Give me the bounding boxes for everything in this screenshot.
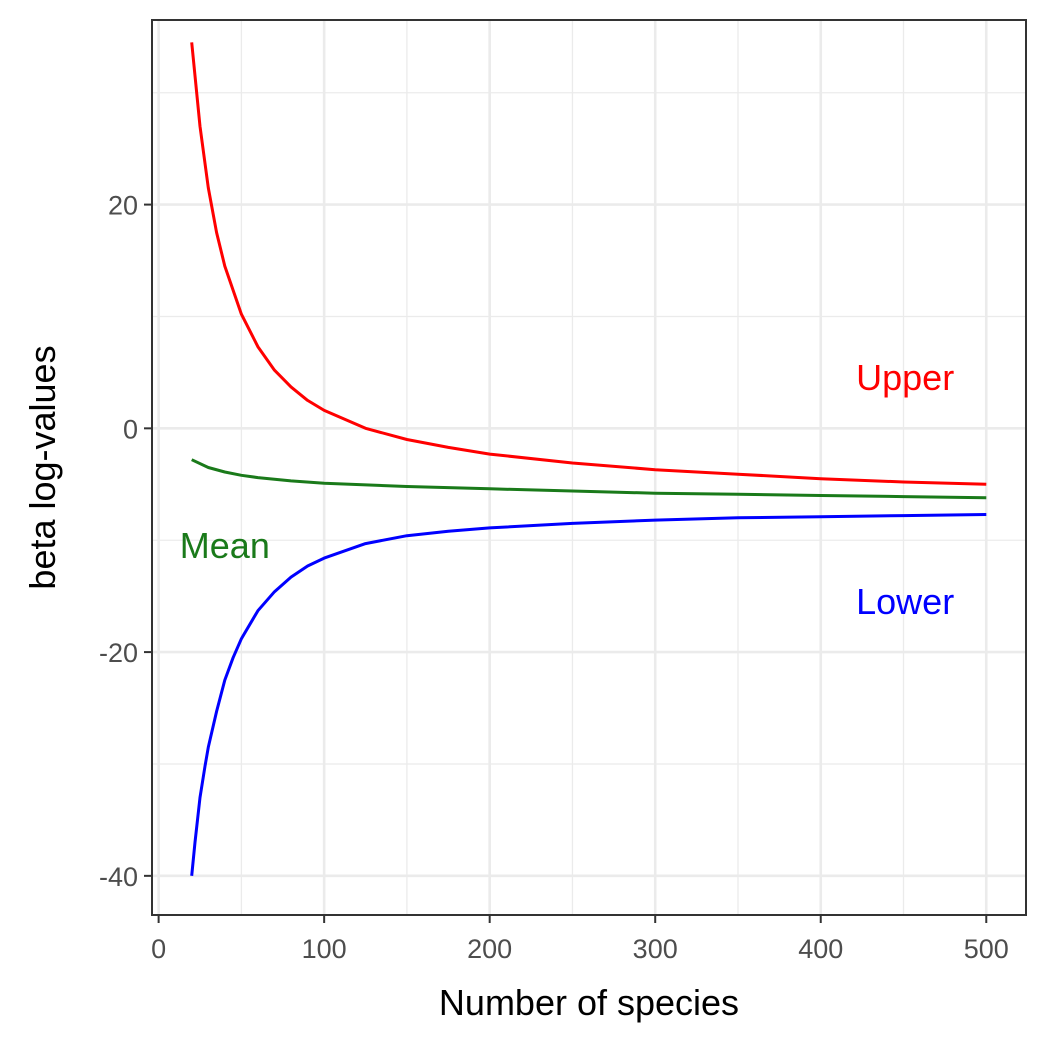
series-label-mean: Mean: [180, 525, 270, 566]
x-axis-title: Number of species: [439, 982, 739, 1023]
major-gridlines: [152, 20, 1026, 915]
series-line-mean: [191, 458, 987, 500]
x-tick-label: 400: [798, 934, 843, 964]
series-lines: [190, 42, 987, 876]
x-tick-label: 300: [633, 934, 678, 964]
minor-gridlines: [152, 20, 1026, 915]
y-tick-label: 0: [123, 414, 138, 444]
series-line-upper: [190, 42, 987, 486]
y-tick-label: -20: [99, 638, 138, 668]
x-tick-label: 100: [302, 934, 347, 964]
series-label-upper: Upper: [856, 357, 954, 398]
y-tick-label: -40: [99, 862, 138, 892]
x-tick-label: 500: [964, 934, 1009, 964]
y-axis-title: beta log-values: [22, 345, 63, 589]
series-label-lower: Lower: [856, 581, 954, 622]
panel-border: [151, 19, 1027, 916]
x-tick-label: 0: [151, 934, 166, 964]
series-line-lower: [190, 513, 987, 876]
y-tick-label: 20: [108, 191, 138, 221]
axis-ticks: 0 100 200 300 400 500 -40 -20 0 20: [99, 191, 1009, 964]
x-tick-label: 200: [467, 934, 512, 964]
series-annotations: Upper Mean Lower: [180, 357, 954, 622]
